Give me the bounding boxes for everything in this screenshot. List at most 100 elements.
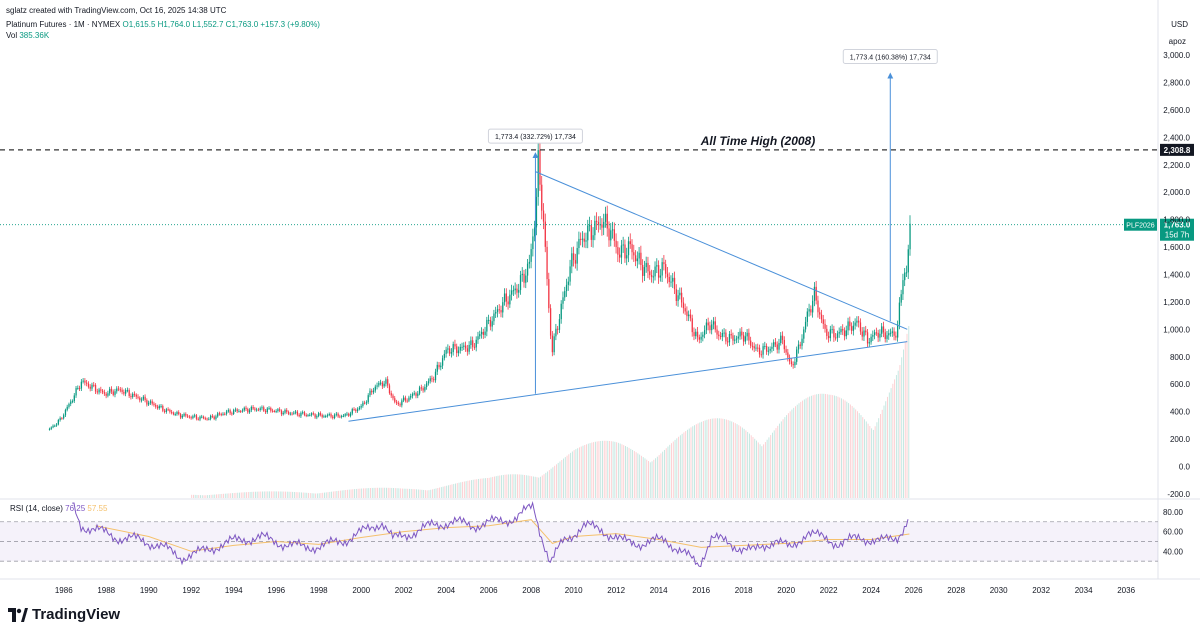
- candle-body: [294, 411, 297, 413]
- volume-bar: [612, 441, 614, 498]
- x-tick-label: 1992: [182, 586, 200, 595]
- volume-bar: [269, 491, 271, 498]
- x-tick-label: 2030: [990, 586, 1008, 595]
- volume-bar: [203, 495, 205, 498]
- candle-body: [215, 416, 217, 419]
- candle-body: [358, 407, 361, 410]
- x-tick-label: 2036: [1117, 586, 1135, 595]
- volume-bar: [616, 442, 618, 498]
- volume-bar: [426, 490, 428, 498]
- volume-bar: [626, 446, 628, 498]
- volume-bar: [251, 491, 253, 498]
- candle-body: [86, 382, 88, 384]
- candle-body: [236, 409, 238, 412]
- volume-bar: [885, 401, 887, 498]
- rsi-value: 76.25: [65, 504, 86, 513]
- candle-body: [661, 262, 663, 276]
- candle-body: [803, 329, 805, 339]
- candle-body: [406, 400, 408, 402]
- candle-body: [188, 416, 191, 418]
- volume-bar: [786, 415, 788, 498]
- volume-bar: [632, 449, 634, 498]
- volume-bar: [201, 495, 203, 498]
- volume-bar: [412, 489, 414, 498]
- volume-bar: [237, 492, 239, 498]
- volume-bar: [775, 428, 777, 498]
- volume-bar: [352, 489, 354, 498]
- rsi-band-fill: [0, 521, 1158, 562]
- candle-body: [318, 413, 320, 417]
- candle-body: [578, 238, 580, 249]
- volume-bar: [816, 394, 818, 498]
- x-tick-label: 1990: [140, 586, 158, 595]
- rsi-tick-label: 60.00: [1163, 528, 1184, 537]
- candle-body: [192, 416, 194, 419]
- volume-bar: [318, 493, 320, 498]
- candle-body: [716, 329, 718, 335]
- candle-body: [746, 332, 748, 337]
- candle-body: [592, 235, 594, 240]
- volume-bar: [745, 430, 747, 498]
- candle-body: [530, 249, 532, 262]
- candle-body: [355, 409, 357, 412]
- volume-bar: [694, 425, 695, 498]
- volume-bar: [389, 487, 391, 498]
- candle-body: [209, 415, 212, 419]
- volume-bar: [883, 405, 885, 498]
- candle-body: [254, 408, 256, 410]
- volume-bar: [217, 494, 219, 498]
- candle-body: [638, 252, 640, 259]
- candle-body: [528, 261, 531, 264]
- volume-bar: [224, 493, 226, 498]
- volume-bar: [295, 492, 297, 498]
- candle-body: [631, 244, 633, 253]
- candle-body: [776, 344, 778, 350]
- volume-bar: [274, 491, 276, 498]
- volume-bar: [279, 491, 281, 498]
- volume-bar: [903, 349, 904, 498]
- candle-body: [94, 385, 97, 392]
- candle-body: [503, 293, 506, 303]
- candle-body: [316, 416, 318, 418]
- candle-body: [353, 409, 355, 411]
- axis-currency[interactable]: USD: [1171, 20, 1188, 29]
- x-tick-label: 2010: [565, 586, 583, 595]
- volume-bar: [226, 493, 228, 498]
- volume-bar: [741, 427, 743, 498]
- candle-body: [597, 221, 600, 225]
- volume-bar: [784, 417, 786, 498]
- candle-body: [186, 415, 189, 417]
- candle-body: [197, 418, 199, 420]
- candle-body: [657, 265, 660, 278]
- volume-bar: [488, 477, 490, 498]
- volume-bar: [619, 443, 621, 498]
- volume-bar: [407, 488, 409, 498]
- candle-body: [537, 150, 539, 197]
- candle-body: [61, 418, 63, 420]
- candle-body: [626, 255, 628, 259]
- candle-body: [447, 348, 449, 350]
- volume-bar: [244, 492, 246, 498]
- tradingview-logo[interactable]: TradingView: [8, 606, 120, 623]
- candle-body: [704, 330, 706, 335]
- candle-body: [121, 389, 123, 392]
- axis-scale-mode[interactable]: apoz: [1168, 37, 1186, 46]
- volume-bar: [432, 489, 433, 498]
- volume-bar: [856, 411, 858, 498]
- candle-body: [231, 413, 233, 415]
- candle-body: [909, 223, 911, 250]
- volume-bar: [628, 447, 630, 498]
- candle-body: [773, 342, 775, 347]
- candle-body: [257, 409, 260, 411]
- candle-body: [325, 416, 327, 418]
- volume-bar: [293, 491, 295, 498]
- volume-bar: [368, 488, 370, 498]
- candle-body: [410, 396, 412, 398]
- x-tick-label: 2014: [650, 586, 668, 595]
- candle-body: [367, 395, 369, 403]
- measure-label: 1,773.4 (332.72%) 17,734: [495, 134, 576, 141]
- candle-body: [426, 383, 428, 387]
- candle-body: [863, 330, 865, 337]
- volume-bar: [658, 455, 660, 498]
